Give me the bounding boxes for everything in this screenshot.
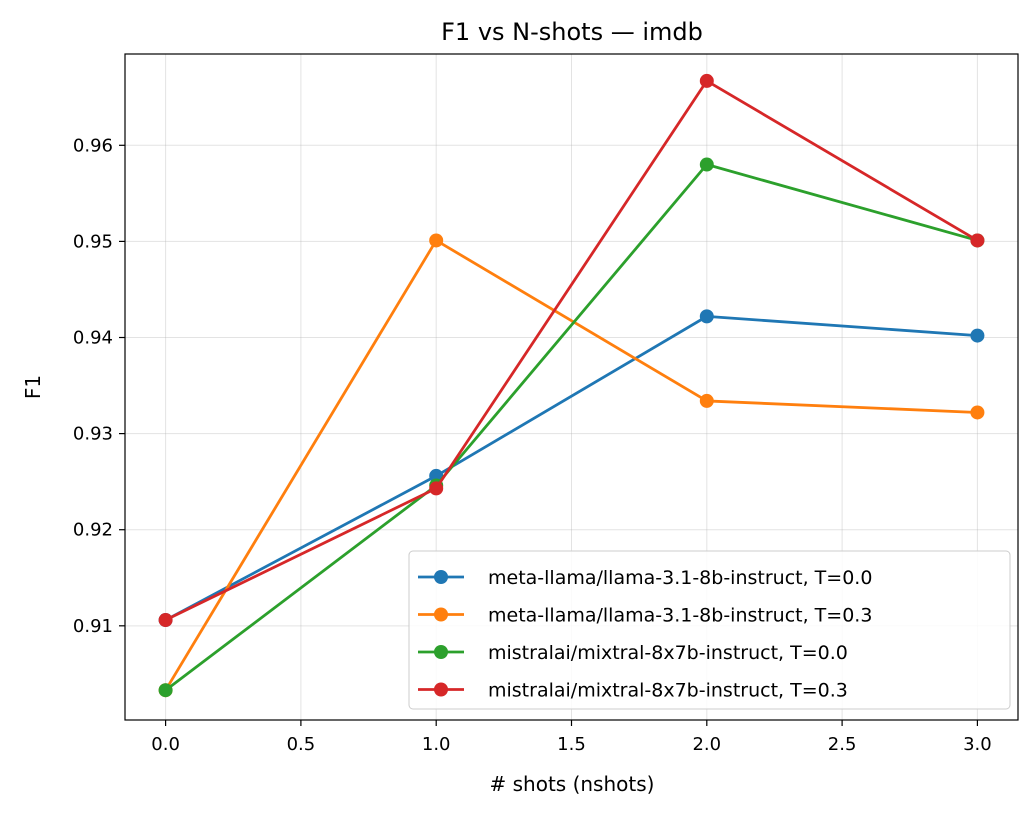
data-point bbox=[970, 405, 985, 420]
data-point bbox=[429, 481, 444, 496]
y-tick-label: 0.92 bbox=[73, 520, 113, 541]
x-tick-label: 1.5 bbox=[557, 734, 586, 755]
data-point bbox=[970, 233, 985, 248]
legend-item: mistralai/mixtral-8x7b-instruct, T=0.0 bbox=[418, 642, 848, 664]
legend-box bbox=[408, 550, 1011, 710]
series-line bbox=[164, 163, 978, 692]
y-axis: 0.91 0.92 0.93 0.94 0.95 0.96 bbox=[73, 135, 125, 637]
legend: meta-llama/llama-3.1-8b-instruct, T=0.0 m… bbox=[408, 550, 1011, 710]
series-layer bbox=[158, 73, 985, 698]
legend-marker bbox=[434, 607, 448, 622]
y-axis-label: F1 bbox=[21, 375, 45, 399]
data-point bbox=[699, 393, 714, 408]
x-axis: 0.0 0.5 1.0 1.5 2.0 2.5 3.0 bbox=[151, 720, 992, 755]
legend-label: meta-llama/llama-3.1-8b-instruct, T=0.0 bbox=[488, 567, 872, 589]
y-tick-label: 0.91 bbox=[73, 616, 113, 637]
data-point bbox=[158, 683, 173, 698]
series-line bbox=[164, 239, 978, 691]
data-point bbox=[699, 309, 714, 324]
data-point bbox=[429, 233, 444, 248]
series-3 bbox=[158, 73, 985, 628]
data-point bbox=[699, 73, 714, 88]
x-tick-label: 2.5 bbox=[828, 734, 857, 755]
legend-marker bbox=[434, 682, 448, 697]
legend-item: mistralai/mixtral-8x7b-instruct, T=0.3 bbox=[418, 680, 848, 702]
data-point bbox=[970, 328, 985, 343]
x-tick-label: 2.0 bbox=[692, 734, 721, 755]
x-tick-label: 0.5 bbox=[287, 734, 316, 755]
legend-label: meta-llama/llama-3.1-8b-instruct, T=0.3 bbox=[488, 605, 872, 627]
legend-item: meta-llama/llama-3.1-8b-instruct, T=0.3 bbox=[418, 605, 872, 627]
y-tick-label: 0.96 bbox=[73, 135, 113, 156]
data-point bbox=[158, 613, 173, 628]
series-line bbox=[164, 314, 978, 622]
chart-title: F1 vs N-shots — imdb bbox=[441, 18, 703, 46]
legend-label: mistralai/mixtral-8x7b-instruct, T=0.0 bbox=[488, 642, 848, 664]
y-tick-label: 0.94 bbox=[73, 328, 113, 349]
grid bbox=[125, 54, 1018, 720]
y-tick-label: 0.93 bbox=[73, 424, 113, 445]
legend-marker bbox=[434, 570, 448, 584]
x-tick-label: 1.0 bbox=[422, 734, 451, 755]
legend-marker bbox=[434, 645, 448, 659]
y-tick-label: 0.95 bbox=[73, 231, 113, 252]
series-line bbox=[164, 79, 979, 622]
legend-label: mistralai/mixtral-8x7b-instruct, T=0.3 bbox=[488, 680, 848, 702]
x-tick-label: 3.0 bbox=[963, 734, 992, 755]
legend-item: meta-llama/llama-3.1-8b-instruct, T=0.0 bbox=[418, 567, 872, 589]
x-tick-label: 0.0 bbox=[151, 734, 180, 755]
data-point bbox=[699, 157, 714, 172]
x-axis-label: # shots (nshots) bbox=[490, 772, 655, 796]
